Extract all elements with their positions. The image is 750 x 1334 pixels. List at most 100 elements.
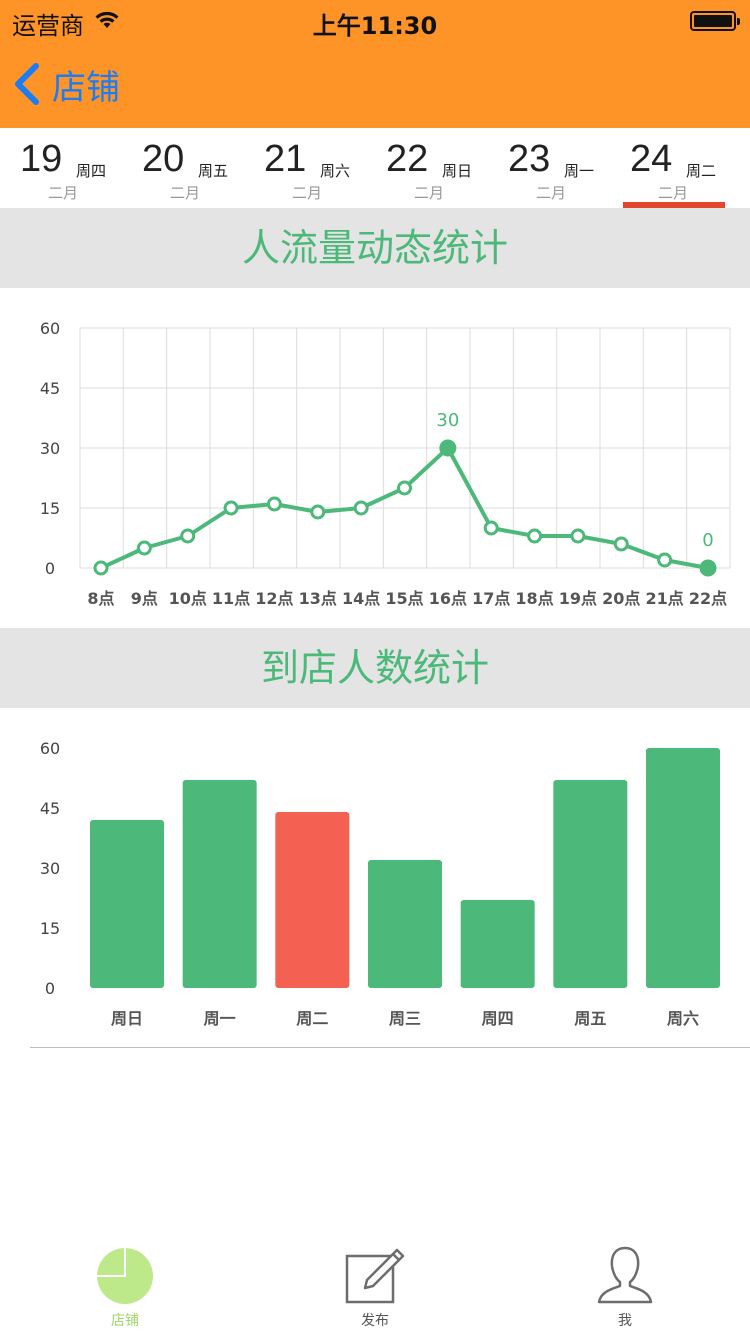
clock: 上午11:30 <box>312 12 438 40</box>
selected-date-indicator <box>623 202 725 208</box>
bar <box>90 820 164 988</box>
x-tick-label: 周二 <box>296 1009 328 1028</box>
date-day: 21 <box>264 138 307 180</box>
date-weekday: 周日 <box>442 162 473 180</box>
y-tick-label: 15 <box>40 499 60 518</box>
x-tick-label: 17点 <box>472 589 510 608</box>
carrier-label: 运营商 <box>12 12 84 40</box>
x-tick-label: 14点 <box>342 589 380 608</box>
data-point <box>223 500 239 516</box>
x-tick-label: 8点 <box>87 589 114 608</box>
bar <box>368 860 442 988</box>
data-point <box>657 552 673 568</box>
x-tick-label: 10点 <box>169 589 207 608</box>
date-month: 二月 <box>170 184 201 202</box>
tab-bar: 店铺 发布 我 <box>0 1230 750 1334</box>
date-month: 二月 <box>658 184 689 202</box>
visitors-chart-area: 0 15 30 45 60 周日 周一 周二 周三 周四 周五 周六 <box>0 708 750 1046</box>
date-weekday: 周二 <box>686 162 717 180</box>
x-tick-label: 周三 <box>389 1009 421 1028</box>
bar <box>275 812 350 988</box>
visitors-section-title: 到店人数统计 <box>0 628 750 708</box>
date-month: 二月 <box>48 184 79 202</box>
bar <box>460 900 535 988</box>
x-tick-label: 19点 <box>559 589 597 608</box>
status-bar: 运营商 上午11:30 <box>0 0 750 40</box>
x-tick-label: 9点 <box>131 589 158 608</box>
x-tick-label: 18点 <box>515 589 553 608</box>
person-icon <box>597 1246 653 1304</box>
y-tick-label: 0 <box>45 559 55 578</box>
traffic-chart-area: 0 15 30 45 60 8点 9点 10点 11点 12点 13点 14点 15点 16点 17点 18点… <box>0 288 750 628</box>
bar <box>553 780 628 988</box>
tab-publish[interactable]: 发布 <box>315 1244 435 1334</box>
x-tick-label: 12点 <box>255 589 293 608</box>
date-weekday: 周一 <box>564 162 595 180</box>
data-point <box>570 528 586 544</box>
traffic-section-title: 人流量动态统计 <box>0 208 750 288</box>
date-day: 23 <box>508 138 551 180</box>
chevron-left-icon <box>15 63 39 105</box>
data-point <box>699 559 717 577</box>
data-point <box>439 439 457 457</box>
date-weekday: 周六 <box>320 162 351 180</box>
y-tick-label: 0 <box>45 979 55 998</box>
x-tick-label: 16点 <box>429 589 467 608</box>
bar <box>182 780 257 988</box>
date-tab-20[interactable]: 20 周五 二月 <box>122 128 246 208</box>
date-month: 二月 <box>292 184 323 202</box>
y-tick-label: 15 <box>40 919 60 938</box>
date-day: 19 <box>20 138 63 180</box>
x-tick-label: 11点 <box>212 589 250 608</box>
date-day: 20 <box>142 138 185 180</box>
data-point <box>266 496 282 512</box>
data-point <box>613 536 629 552</box>
date-month: 二月 <box>536 184 567 202</box>
data-point <box>353 500 369 516</box>
x-tick-label: 周五 <box>574 1009 606 1028</box>
date-selector: 19 周四 二月 20 周五 二月 21 周六 二月 22 周日 二月 23 周… <box>0 128 750 208</box>
data-point <box>527 528 543 544</box>
divider <box>30 1047 750 1048</box>
data-label: 0 <box>702 530 713 551</box>
wifi-icon <box>95 11 119 28</box>
y-tick-label: 30 <box>40 859 60 878</box>
tab-label: 店铺 <box>111 1313 139 1329</box>
date-day: 24 <box>630 138 673 180</box>
tab-label: 我 <box>618 1313 632 1329</box>
data-point <box>397 480 412 496</box>
compose-icon <box>345 1248 405 1304</box>
back-button[interactable]: 店铺 <box>10 58 120 110</box>
visitors-bar-chart: 0 15 30 45 60 周日 周一 周二 周三 周四 周五 周六 <box>40 739 720 1028</box>
x-tick-label: 周六 <box>667 1009 699 1028</box>
data-point <box>136 540 152 556</box>
back-label: 店铺 <box>52 67 120 108</box>
y-tick-label: 60 <box>40 739 60 758</box>
data-point <box>180 528 196 544</box>
data-point <box>93 560 109 576</box>
tab-me[interactable]: 我 <box>565 1244 685 1334</box>
date-tab-21[interactable]: 21 周六 二月 <box>244 128 368 208</box>
data-label: 30 <box>436 410 459 431</box>
y-tick-label: 30 <box>40 439 60 458</box>
y-tick-label: 45 <box>40 799 60 818</box>
x-tick-label: 22点 <box>689 589 727 608</box>
date-day: 22 <box>386 138 429 180</box>
x-tick-label: 13点 <box>299 589 337 608</box>
date-tab-23[interactable]: 23 周一 二月 <box>488 128 612 208</box>
data-point <box>483 520 499 536</box>
date-tab-22[interactable]: 22 周日 二月 <box>366 128 490 208</box>
navigation-header: 运营商 上午11:30 店铺 <box>0 0 750 128</box>
date-weekday: 周四 <box>76 162 107 180</box>
date-tab-19[interactable]: 19 周四 二月 <box>0 128 124 208</box>
y-tick-label: 60 <box>40 319 60 338</box>
bar <box>646 748 720 988</box>
tab-store[interactable]: 店铺 <box>65 1244 185 1334</box>
x-tick-label: 周一 <box>204 1009 236 1028</box>
battery-icon <box>690 11 740 31</box>
date-month: 二月 <box>414 184 445 202</box>
date-tab-24[interactable]: 24 周二 二月 <box>622 128 746 208</box>
x-tick-label: 20点 <box>602 589 640 608</box>
data-point <box>310 504 326 520</box>
date-weekday: 周五 <box>198 162 229 180</box>
